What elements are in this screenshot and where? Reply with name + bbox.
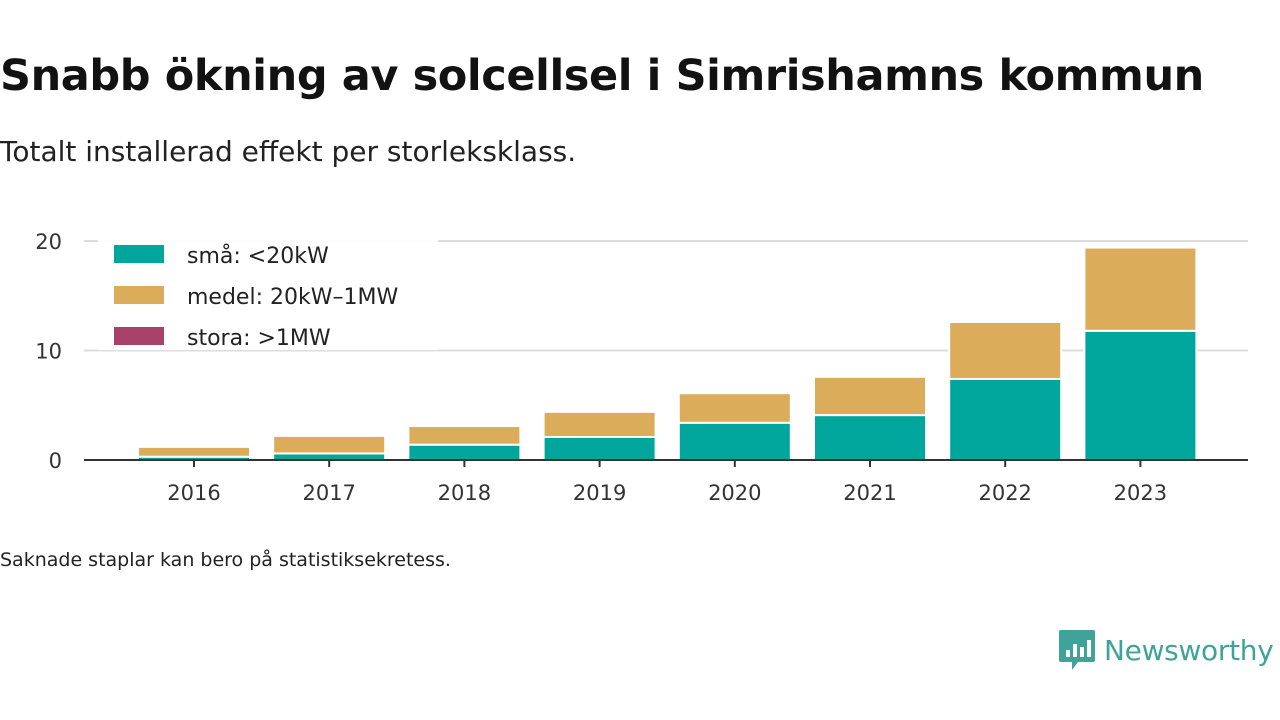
x-tick-label: 2017 [302,481,355,505]
x-tick-label: 2020 [708,481,761,505]
chart-subtitle: Totalt installerad effekt per storlekskl… [0,135,577,168]
bar-segment [1083,246,1198,332]
bar-segment [813,375,927,417]
bar-chart-speech-bubble-icon [1059,630,1095,670]
y-tick-label: 0 [49,449,62,473]
legend-label: små: <20kW [187,243,329,269]
bar-segment [272,434,387,455]
y-tick-label: 20 [35,230,62,254]
bar-segment [948,377,1063,461]
x-tick-label: 2018 [438,481,491,505]
legend: små: <20kW medel: 20kW–1MW stora: >1MW [98,232,438,351]
legend-label: stora: >1MW [187,326,331,351]
chart-title: Snabb ökning av solcellsel i Simrishamns… [0,51,1204,101]
bar-segment [1083,329,1198,462]
legend-swatch [114,286,164,304]
bar-segment [542,436,657,462]
x-tick-label: 2022 [978,481,1031,505]
bar-segment [677,421,792,461]
bar-segment [137,445,251,458]
bar-segment [813,414,927,462]
y-axis-ticks: 0 10 20 [35,230,62,473]
bars [137,246,1198,462]
legend-swatch [114,245,164,263]
bar-segment [948,321,1063,380]
newsworthy-logo[interactable]: Newsworthy [1058,628,1274,672]
bar-segment [407,425,522,446]
footnote: Saknade staplar kan bero på statistiksek… [0,549,451,571]
brand-name: Newsworthy [1104,633,1274,667]
x-tick-label: 2021 [843,481,896,505]
x-axis-ticks: 2016 2017 2018 2019 2020 2021 2022 2023 [167,460,1167,505]
bar-segment [677,392,792,424]
bar-segment [407,443,522,462]
x-tick-label: 2019 [573,481,626,505]
y-tick-label: 10 [35,340,62,364]
x-tick-label: 2016 [167,481,220,505]
x-tick-label: 2023 [1114,481,1167,505]
legend-label: medel: 20kW–1MW [187,285,398,310]
bar-segment [542,410,657,439]
legend-swatch [114,327,164,345]
